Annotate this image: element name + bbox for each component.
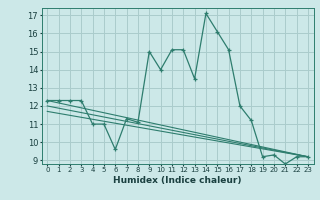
X-axis label: Humidex (Indice chaleur): Humidex (Indice chaleur)	[113, 176, 242, 185]
